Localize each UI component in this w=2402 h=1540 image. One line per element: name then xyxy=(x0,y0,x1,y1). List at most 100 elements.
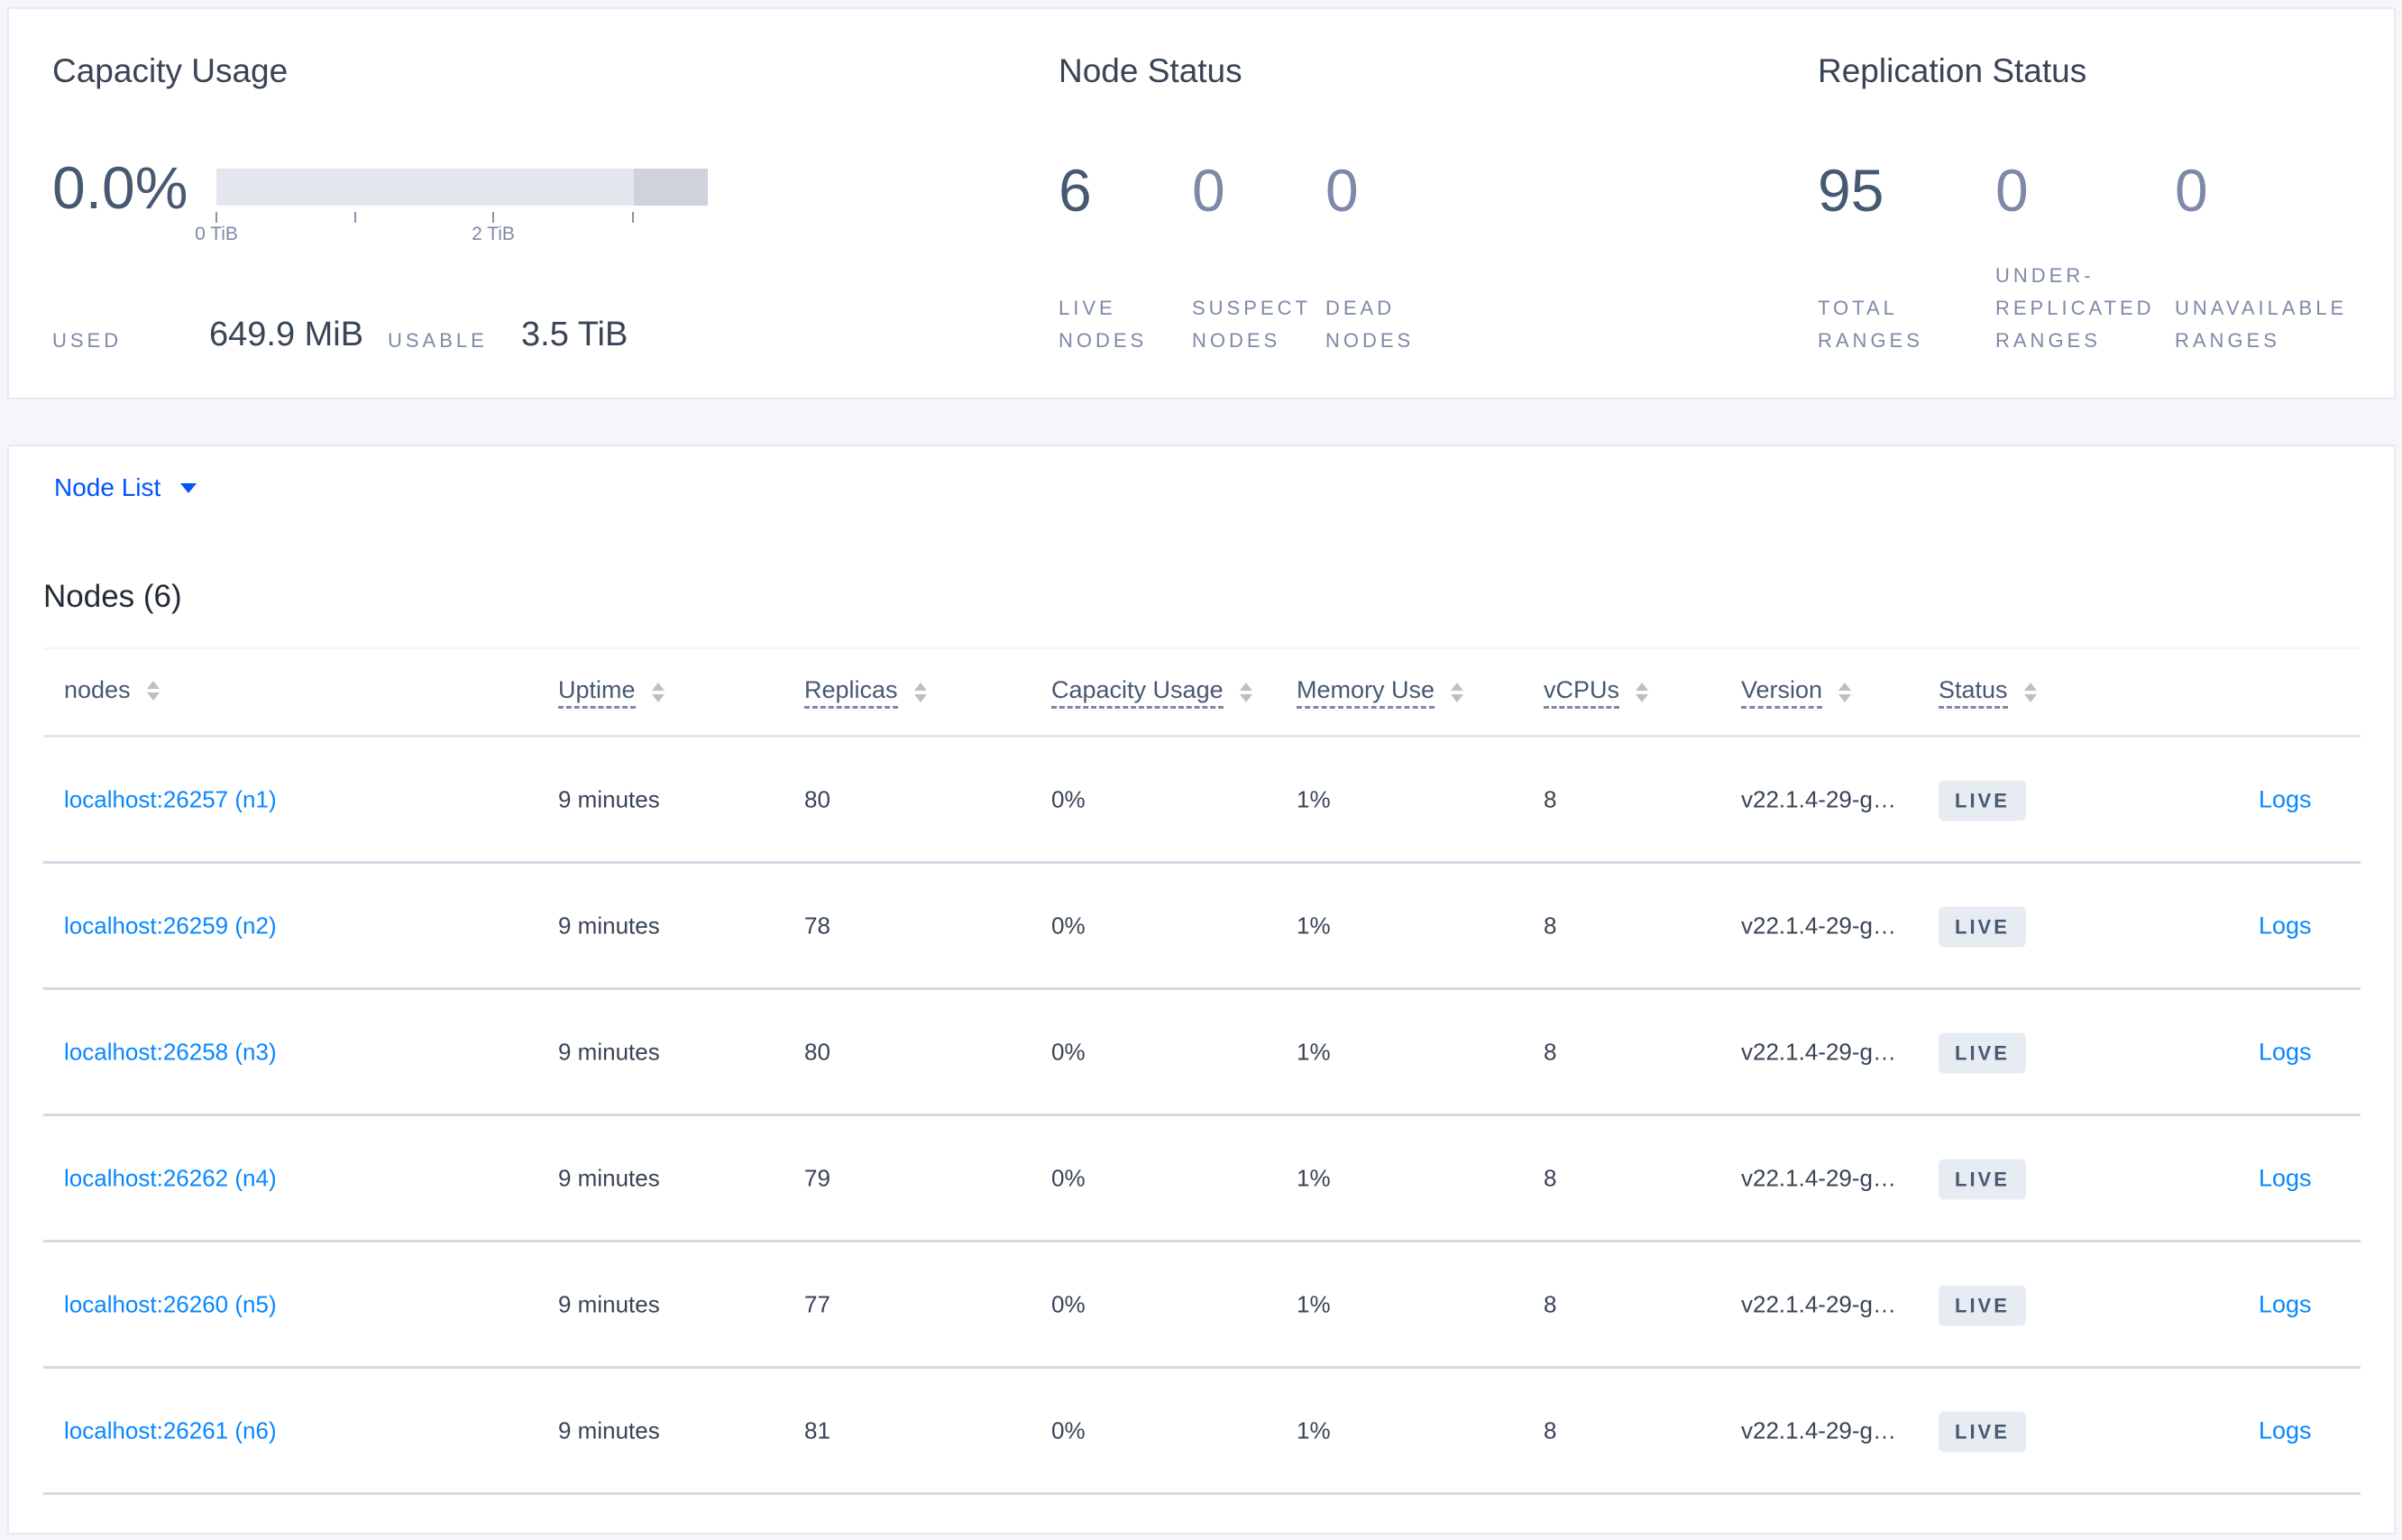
status-badge: LIVE xyxy=(1939,780,2026,820)
node-status-title: Node Status xyxy=(1059,52,1242,89)
capacity-cell: 0% xyxy=(1051,1416,1086,1444)
vcpus-cell: 8 xyxy=(1544,1416,1557,1444)
node-link[interactable]: localhost:26260 (n5) xyxy=(64,1290,277,1317)
node-link[interactable]: localhost:26262 (n4) xyxy=(64,1164,277,1191)
uptime-cell: 9 minutes xyxy=(558,1038,660,1065)
logs-link[interactable]: Logs xyxy=(2259,1038,2312,1065)
version-cell: v22.1.4-29-g… xyxy=(1741,785,1896,812)
sort-icon[interactable] xyxy=(1636,683,1649,702)
node-link[interactable]: localhost:26261 (n6) xyxy=(64,1416,277,1444)
node-list-dropdown[interactable]: Node List xyxy=(54,473,197,502)
column-header-vcpus[interactable]: vCPUs xyxy=(1544,676,1649,709)
used-label: USED xyxy=(52,329,123,352)
logs-link[interactable]: Logs xyxy=(2259,912,2312,939)
table-row: localhost:26260 (n5) 9 minutes 77 0% 1% 8 v22.… xyxy=(43,1242,2361,1369)
status-badge: LIVE xyxy=(1939,1159,2026,1199)
capacity-cell: 0% xyxy=(1051,912,1086,939)
dropdown-label: Node List xyxy=(54,473,161,501)
column-header-label: vCPUs xyxy=(1544,676,1620,709)
column-header-label: Replicas xyxy=(804,676,898,709)
column-header-label: nodes xyxy=(64,676,131,703)
vcpus-cell: 8 xyxy=(1544,1290,1557,1317)
live-nodes-value: 6 xyxy=(1059,157,1092,224)
node-link[interactable]: localhost:26257 (n1) xyxy=(64,785,277,812)
table-row: localhost:26257 (n1) 9 minutes 80 0% 1% 8 v22.… xyxy=(43,738,2361,864)
version-cell: v22.1.4-29-g… xyxy=(1741,1290,1896,1317)
logs-link[interactable]: Logs xyxy=(2259,785,2312,812)
axis-tick xyxy=(215,212,217,223)
status-badge: LIVE xyxy=(1939,1285,2026,1325)
table-row: localhost:26258 (n3) 9 minutes 80 0% 1% 8 v22.… xyxy=(43,990,2361,1116)
status-badge: LIVE xyxy=(1939,1032,2026,1073)
memory-cell: 1% xyxy=(1297,1164,1331,1191)
total-ranges-value: 95 xyxy=(1818,157,1884,224)
column-header-replicas[interactable]: Replicas xyxy=(804,676,927,709)
status-badge: LIVE xyxy=(1939,906,2026,947)
stat-label: DEAD xyxy=(1325,297,1396,319)
axis-tick xyxy=(632,212,634,223)
table-row: localhost:26262 (n4) 9 minutes 79 0% 1% 8 v22.… xyxy=(43,1116,2361,1242)
under-replicated-value: 0 xyxy=(1995,157,2029,224)
capacity-cell: 0% xyxy=(1051,1290,1086,1317)
sort-icon[interactable] xyxy=(146,680,160,701)
sort-icon[interactable] xyxy=(1451,683,1464,702)
column-header-label: Memory Use xyxy=(1297,676,1435,709)
stat-label: UNDER- xyxy=(1995,264,2095,287)
column-header-capacity-usage[interactable]: Capacity Usage xyxy=(1051,676,1252,709)
unavailable-value: 0 xyxy=(2175,157,2208,224)
stat-label: RANGES xyxy=(1818,329,1923,352)
stat-label: TOTAL xyxy=(1818,297,1898,319)
vcpus-cell: 8 xyxy=(1544,1164,1557,1191)
memory-cell: 1% xyxy=(1297,1416,1331,1444)
stat-label: UNAVAILABLE xyxy=(2175,297,2348,319)
node-link[interactable]: localhost:26258 (n3) xyxy=(64,1038,277,1065)
memory-cell: 1% xyxy=(1297,785,1331,812)
status-cell: LIVE xyxy=(1939,1411,2026,1452)
logs-link[interactable]: Logs xyxy=(2259,1416,2312,1444)
column-header-version[interactable]: Version xyxy=(1741,676,1852,709)
stat-label: NODES xyxy=(1059,329,1148,352)
status-cell: LIVE xyxy=(1939,906,2026,947)
sort-icon[interactable] xyxy=(1239,683,1252,702)
node-link[interactable]: localhost:26259 (n2) xyxy=(64,912,277,939)
replicas-cell: 79 xyxy=(804,1164,830,1191)
dead-nodes-value: 0 xyxy=(1325,157,1359,224)
axis-tick xyxy=(492,212,494,223)
column-header-label: Capacity Usage xyxy=(1051,676,1224,709)
status-cell: LIVE xyxy=(1939,1032,2026,1073)
stat-label: LIVE xyxy=(1059,297,1116,319)
used-value: 649.9 MiB xyxy=(209,316,364,353)
stat-label: NODES xyxy=(1192,329,1281,352)
axis-label: 2 TiB xyxy=(472,224,515,244)
table-row: localhost:26259 (n2) 9 minutes 78 0% 1% 8 v22.… xyxy=(43,864,2361,990)
stat-label: RANGES xyxy=(1995,329,2101,352)
logs-link[interactable]: Logs xyxy=(2259,1164,2312,1191)
capacity-percent: 0.0% xyxy=(52,154,188,221)
sort-icon[interactable] xyxy=(2023,683,2037,702)
stat-label: SUSPECT xyxy=(1192,297,1311,319)
column-header-memory-use[interactable]: Memory Use xyxy=(1297,676,1464,709)
replicas-cell: 78 xyxy=(804,912,830,939)
usable-label: USABLE xyxy=(388,329,488,352)
summary-card: Capacity Usage 0.0% 0 TiB 2 TiB USED 649… xyxy=(7,7,2396,399)
sort-icon[interactable] xyxy=(913,683,927,702)
column-header-status[interactable]: Status xyxy=(1939,676,2037,709)
status-cell: LIVE xyxy=(1939,1159,2026,1199)
sort-icon[interactable] xyxy=(1838,683,1852,702)
status-cell: LIVE xyxy=(1939,1285,2026,1325)
uptime-cell: 9 minutes xyxy=(558,1290,660,1317)
logs-link[interactable]: Logs xyxy=(2259,1290,2312,1317)
capacity-cell: 0% xyxy=(1051,1038,1086,1065)
capacity-cell: 0% xyxy=(1051,1164,1086,1191)
column-header-uptime[interactable]: Uptime xyxy=(558,676,665,709)
sort-icon[interactable] xyxy=(651,683,665,702)
suspect-nodes-value: 0 xyxy=(1192,157,1225,224)
version-cell: v22.1.4-29-g… xyxy=(1741,912,1896,939)
replicas-cell: 81 xyxy=(804,1416,830,1444)
column-header-nodes[interactable]: nodes xyxy=(64,676,160,704)
vcpus-cell: 8 xyxy=(1544,1038,1557,1065)
version-cell: v22.1.4-29-g… xyxy=(1741,1164,1896,1191)
capacity-title: Capacity Usage xyxy=(52,52,289,89)
table-header: nodes Uptime Replicas Capacity Usage Memory … xyxy=(43,647,2361,738)
replicas-cell: 77 xyxy=(804,1290,830,1317)
